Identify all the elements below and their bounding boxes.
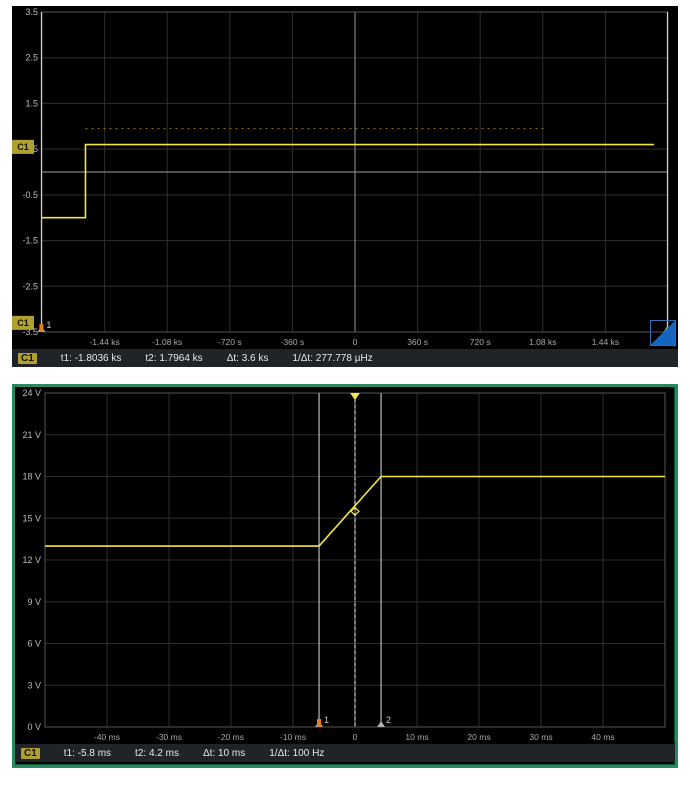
scope-panel-top: 12-3.5-2.5-1.5-0.50.51.52.53.5-1.44 ks-1…	[12, 6, 678, 366]
svg-text:6 V: 6 V	[27, 639, 41, 649]
status-item: Δt: 10 ms	[203, 748, 245, 759]
status-item: 1/Δt: 277.778 µHz	[292, 353, 372, 364]
status-item: t1: -5.8 ms	[64, 748, 111, 759]
statusbar-top: C1 t1: -1.8036 ks t2: 1.7964 ks Δt: 3.6 …	[12, 348, 678, 367]
svg-text:-20 ms: -20 ms	[218, 732, 244, 742]
svg-text:-30 ms: -30 ms	[156, 732, 182, 742]
svg-text:C1: C1	[17, 318, 29, 328]
waveform-svg-bottom: 1 2 0 V 3 V 6 V 9 V 12 V 15 V 18 V 21 V 24 V -40 ms…	[15, 387, 671, 743]
status-item: 1/Δt: 100 Hz	[269, 748, 324, 759]
svg-text:C1: C1	[17, 142, 29, 152]
channel-chip: C1	[21, 748, 40, 759]
status-item: t2: 4.2 ms	[135, 748, 179, 759]
svg-text:24 V: 24 V	[22, 388, 41, 398]
svg-text:3.5: 3.5	[25, 7, 38, 17]
scope-panel-bottom: 1 2 0 V 3 V 6 V 9 V 12 V 15 V 18 V 21 V 24 V -40 ms…	[12, 384, 678, 768]
svg-text:40 ms: 40 ms	[591, 732, 614, 742]
svg-text:1: 1	[46, 320, 51, 330]
svg-text:1.44 ks: 1.44 ks	[592, 337, 619, 347]
plot-area-top[interactable]: 12-3.5-2.5-1.5-0.50.51.52.53.5-1.44 ks-1…	[12, 6, 678, 348]
svg-text:21 V: 21 V	[22, 430, 41, 440]
svg-text:-360 s: -360 s	[281, 337, 305, 347]
svg-text:1.5: 1.5	[25, 98, 38, 108]
plot-area-bottom[interactable]: 1 2 0 V 3 V 6 V 9 V 12 V 15 V 18 V 21 V 24 V -40 ms…	[15, 387, 675, 743]
svg-text:1.08 ks: 1.08 ks	[529, 337, 556, 347]
status-item: t2: 1.7964 ks	[145, 353, 202, 364]
svg-text:-40 ms: -40 ms	[94, 732, 120, 742]
svg-text:0 V: 0 V	[27, 722, 41, 732]
svg-text:360 s: 360 s	[407, 337, 428, 347]
status-item: t1: -1.8036 ks	[61, 353, 122, 364]
statusbar-bottom: C1 t1: -5.8 ms t2: 4.2 ms Δt: 10 ms 1/Δt…	[15, 743, 675, 762]
svg-text:12 V: 12 V	[22, 555, 41, 565]
svg-text:-720 s: -720 s	[218, 337, 242, 347]
svg-text:-10 ms: -10 ms	[280, 732, 306, 742]
status-item: Δt: 3.6 ks	[227, 353, 269, 364]
svg-text:3 V: 3 V	[27, 680, 41, 690]
svg-text:-0.5: -0.5	[22, 190, 38, 200]
svg-text:1: 1	[324, 715, 329, 725]
brand-badge-icon	[650, 320, 676, 346]
svg-text:0: 0	[353, 732, 358, 742]
svg-text:2: 2	[386, 715, 391, 725]
svg-text:-2.5: -2.5	[22, 281, 38, 291]
svg-text:18 V: 18 V	[22, 472, 41, 482]
svg-text:720 s: 720 s	[470, 337, 491, 347]
svg-text:-1.08 ks: -1.08 ks	[152, 337, 182, 347]
waveform-svg-top: 12-3.5-2.5-1.5-0.50.51.52.53.5-1.44 ks-1…	[12, 6, 674, 348]
svg-text:15 V: 15 V	[22, 513, 41, 523]
svg-text:20 ms: 20 ms	[467, 732, 490, 742]
svg-text:10 ms: 10 ms	[405, 732, 428, 742]
svg-text:0: 0	[353, 337, 358, 347]
svg-text:-1.5: -1.5	[22, 236, 38, 246]
svg-text:9 V: 9 V	[27, 597, 41, 607]
svg-text:2.5: 2.5	[25, 53, 38, 63]
svg-text:30 ms: 30 ms	[529, 732, 552, 742]
svg-text:-1.44 ks: -1.44 ks	[89, 337, 119, 347]
channel-chip: C1	[18, 353, 37, 364]
